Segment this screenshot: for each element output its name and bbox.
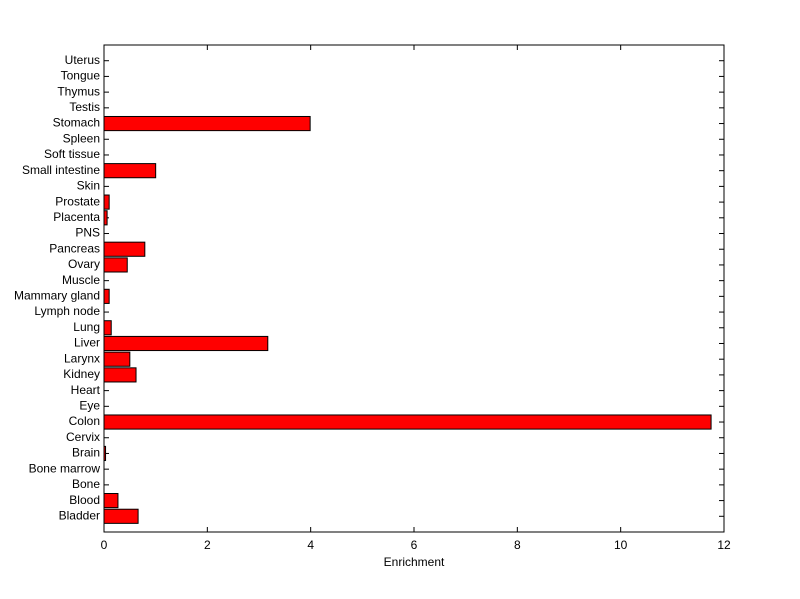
y-tick-label: Kidney — [63, 367, 100, 381]
x-tick-label: 4 — [307, 538, 314, 552]
y-tick-label: Pancreas — [49, 241, 100, 255]
bar — [103, 508, 139, 524]
x-tick-label: 6 — [411, 538, 418, 552]
x-axis-label: Enrichment — [384, 555, 445, 569]
y-tick-label: Soft tissue — [44, 147, 100, 161]
bar — [103, 320, 112, 336]
y-tick-label: Tongue — [61, 69, 101, 83]
y-tick-label: Liver — [74, 336, 100, 350]
y-tick-label: Colon — [69, 414, 100, 428]
y-tick-label: Heart — [71, 383, 101, 397]
bar — [103, 493, 119, 509]
y-tick-label: Cervix — [66, 430, 100, 444]
x-tick-label: 8 — [514, 538, 521, 552]
y-tick-label: Brain — [72, 446, 100, 460]
y-tick-label: Lymph node — [34, 304, 100, 318]
y-tick-label: Thymus — [57, 84, 100, 98]
bar — [103, 210, 108, 226]
y-tick-label: Prostate — [55, 194, 100, 208]
bar — [103, 335, 269, 352]
x-tick-label: 12 — [717, 538, 731, 552]
bar — [103, 367, 137, 383]
bar — [103, 414, 712, 430]
bar — [103, 241, 146, 257]
y-tick-label: Bone marrow — [29, 461, 101, 475]
y-tick-label: Uterus — [65, 53, 100, 67]
x-tick-label: 2 — [204, 538, 211, 552]
bar — [103, 163, 157, 179]
y-tick-label: Muscle — [62, 273, 100, 287]
y-tick-label: Eye — [79, 398, 100, 412]
bar — [103, 257, 128, 273]
bar — [103, 445, 107, 462]
y-tick-label: Bone — [72, 477, 100, 491]
x-tick-label: 10 — [614, 538, 628, 552]
bar — [103, 194, 110, 210]
y-tick-label: Testis — [69, 100, 100, 114]
y-tick-label: Bladder — [59, 508, 100, 522]
y-tick-label: Small intestine — [22, 163, 100, 177]
bar — [103, 351, 131, 367]
y-tick-label: Placenta — [53, 210, 100, 224]
y-tick-label: Blood — [69, 493, 100, 507]
y-tick-label: Ovary — [68, 257, 100, 271]
x-tick-label: 0 — [101, 538, 108, 552]
bar — [103, 288, 110, 304]
y-tick-label: Stomach — [53, 116, 100, 130]
y-tick-label: Skin — [77, 179, 100, 193]
y-tick-label: Lung — [73, 320, 100, 334]
y-tick-label: Larynx — [64, 351, 100, 365]
y-tick-label: Spleen — [63, 131, 100, 145]
y-tick-label: Mammary gland — [14, 289, 100, 303]
bar — [103, 115, 311, 132]
y-tick-label: PNS — [75, 226, 100, 240]
